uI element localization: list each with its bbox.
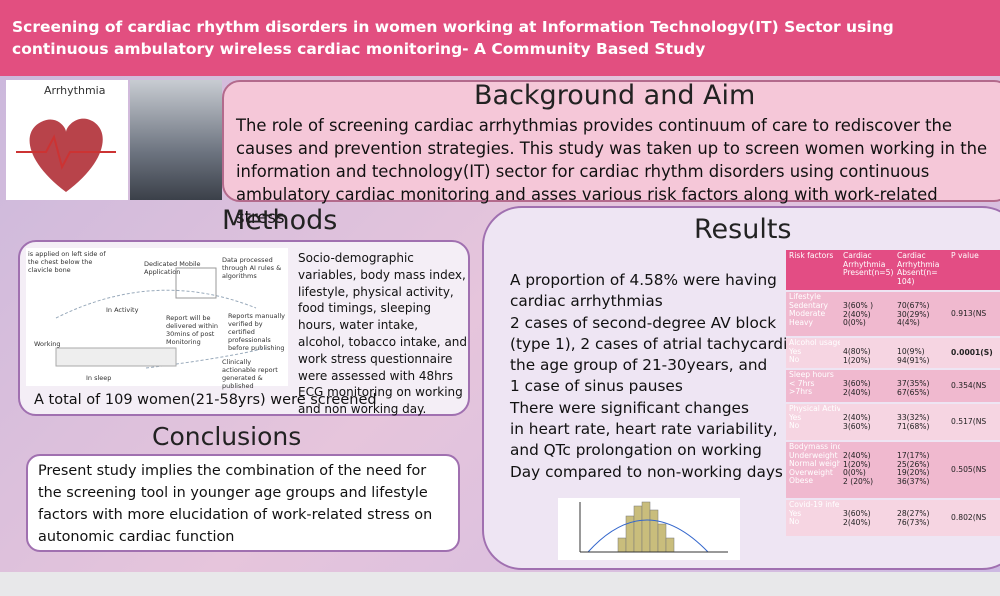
cell-line: 0.505(NS bbox=[951, 466, 993, 475]
table-cell: 70(67%)30(29%)4(4%) bbox=[894, 292, 948, 336]
results-line: There were significant changes bbox=[510, 398, 797, 419]
methods-heading: Methods bbox=[222, 205, 337, 236]
heart-drawing bbox=[16, 102, 116, 197]
table-cell: 4(80%)1(20%) bbox=[840, 338, 894, 368]
background-box: Background and Aim The role of screening… bbox=[222, 80, 1000, 202]
table-cell: 0.517(NS bbox=[948, 404, 996, 440]
cell-line: Heavy bbox=[789, 319, 837, 328]
cell-line: Obese bbox=[789, 477, 837, 486]
results-line: (type 1), 2 cases of atrial tachycardia bbox=[510, 334, 797, 355]
table-row: Bodymass indexUnderweightNormal weightOv… bbox=[786, 442, 1000, 498]
cell-line: No bbox=[789, 356, 837, 365]
table-cell: 0.0001(S) bbox=[948, 338, 996, 368]
histogram-image bbox=[558, 498, 740, 560]
table-cell: 3(60%)2(40%) bbox=[840, 500, 894, 536]
header-cell: Cardiac Arrhythmia Absent(n= 104) bbox=[894, 250, 948, 290]
cell-line: 0.517(NS bbox=[951, 418, 993, 427]
cell-line: 2(40%) bbox=[843, 389, 891, 398]
table-row: Covid-19 infectionYesNo3(60%)2(40%)28(27… bbox=[786, 500, 1000, 536]
background-heading: Background and Aim bbox=[474, 80, 755, 111]
results-line: Day compared to non-working days bbox=[510, 462, 797, 483]
table-cell: 2(40%)1(20%)0(0%)2 (20%) bbox=[840, 442, 894, 498]
results-line: the age group of 21-30years, and bbox=[510, 355, 797, 376]
results-line: cardiac arrhythmias bbox=[510, 291, 797, 312]
poster: Screening of cardiac rhythm disorders in… bbox=[0, 0, 1000, 572]
methods-box: is applied on left side of the chest bel… bbox=[18, 240, 470, 416]
table-cell: 0.354(NS bbox=[948, 370, 996, 402]
cell-line: 94(91%) bbox=[897, 357, 945, 366]
diagram-arrows bbox=[26, 248, 288, 386]
cell-line: 0.913(NS bbox=[951, 310, 993, 319]
table-cell: 28(27%)76(73%) bbox=[894, 500, 948, 536]
results-line: 2 cases of second-degree AV block bbox=[510, 313, 797, 334]
cell-line: 0.802(NS bbox=[951, 514, 993, 523]
table-cell: Sleep hours< 7hrs>7hrs bbox=[786, 370, 840, 402]
cell-line: 1(20%) bbox=[843, 357, 891, 366]
cell-line: 4(4%) bbox=[897, 319, 945, 328]
table-cell: 3(60%)2(40%) bbox=[840, 370, 894, 402]
table-cell: 17(17%)25(26%)19(20%)36(37%) bbox=[894, 442, 948, 498]
table-row: Physical ActivityYesNo2(40%)3(60%)33(32%… bbox=[786, 404, 1000, 440]
cell-line: 0.354(NS bbox=[951, 382, 993, 391]
header-cell: Cardiac Arrhythmia Present(n=5) bbox=[840, 250, 894, 290]
conclusions-heading: Conclusions bbox=[152, 422, 301, 451]
results-line: A proportion of 4.58% were having bbox=[510, 270, 797, 291]
conclusions-text: Present study implies the combination of… bbox=[38, 460, 454, 548]
cell-line: No bbox=[789, 422, 837, 431]
table-cell: 3(60% )2(40%)0(0%) bbox=[840, 292, 894, 336]
table-cell: Physical ActivityYesNo bbox=[786, 404, 840, 440]
cell-line: 36(37%) bbox=[897, 478, 945, 487]
cell-line: 2(40%) bbox=[843, 519, 891, 528]
table-cell: 2(40%)3(60%) bbox=[840, 404, 894, 440]
cell-line: >7hrs bbox=[789, 388, 837, 397]
results-line: in heart rate, heart rate variability, bbox=[510, 419, 797, 440]
table-cell: 33(32%)71(68%) bbox=[894, 404, 948, 440]
conclusions-box: Present study implies the combination of… bbox=[26, 454, 460, 552]
page: Screening of cardiac rhythm disorders in… bbox=[0, 0, 1000, 596]
cell-line: No bbox=[789, 518, 837, 527]
methods-total: A total of 109 women(21-58yrs) were scre… bbox=[34, 392, 377, 408]
table-cell: 10(9%)94(91%) bbox=[894, 338, 948, 368]
header-cell: Risk factors bbox=[786, 250, 840, 290]
cell-line: 71(68%) bbox=[897, 423, 945, 432]
methods-diagram: is applied on left side of the chest bel… bbox=[26, 248, 288, 386]
table-cell: Bodymass indexUnderweightNormal weightOv… bbox=[786, 442, 840, 498]
table-cell: 0.505(NS bbox=[948, 442, 996, 498]
cell-line: 0(0%) bbox=[843, 319, 891, 328]
header-cell: P value bbox=[948, 250, 996, 290]
results-heading: Results bbox=[694, 214, 792, 245]
cell-line: 0.0001(S) bbox=[951, 349, 993, 358]
results-line: 1 case of sinus pauses bbox=[510, 376, 797, 397]
cell-line: 3(60%) bbox=[843, 423, 891, 432]
cell-line: 76(73%) bbox=[897, 519, 945, 528]
header-title: Screening of cardiac rhythm disorders in… bbox=[0, 0, 1000, 76]
table-cell: 0.802(NS bbox=[948, 500, 996, 536]
cell-line: 2 (20%) bbox=[843, 478, 891, 487]
arrhythmia-image: Arrhythmia bbox=[6, 80, 128, 200]
image-label: Arrhythmia bbox=[44, 84, 105, 97]
results-line: and QTc prolongation on working bbox=[510, 440, 797, 461]
table-cell: 0.913(NS bbox=[948, 292, 996, 336]
cell-line: 67(65%) bbox=[897, 389, 945, 398]
table-cell: 37(35%)67(65%) bbox=[894, 370, 948, 402]
table-cell: Covid-19 infectionYesNo bbox=[786, 500, 840, 536]
office-photo bbox=[130, 80, 222, 200]
